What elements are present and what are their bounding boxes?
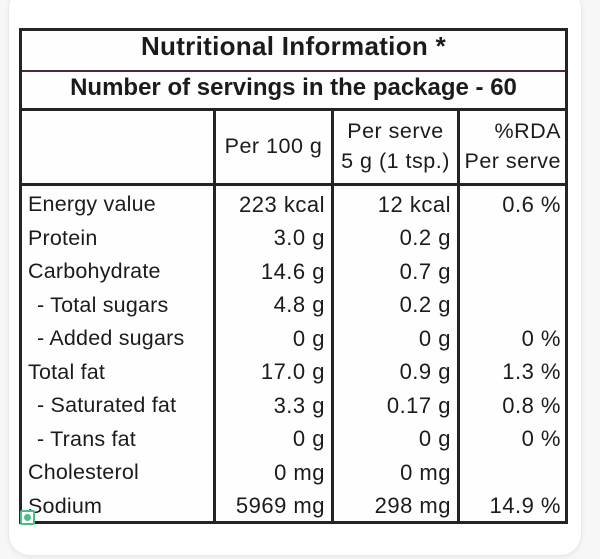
- vegetarian-dot-icon: [24, 514, 31, 521]
- row-per100: 223 kcal: [213, 186, 331, 220]
- row-rda: 0.6 %: [457, 186, 565, 220]
- row-serve: 0.9 g: [331, 353, 457, 387]
- servings-row: Number of servings in the package - 60: [22, 72, 565, 111]
- header-nutrient: [22, 111, 213, 183]
- table-body: Energy value 223 kcal 12 kcal 0.6 % Prot…: [22, 186, 565, 521]
- row-per100: 3.0 g: [213, 219, 331, 253]
- row-serve: 0 g: [331, 420, 457, 454]
- row-label: Protein: [28, 225, 98, 250]
- row-label: - Added sugars: [37, 326, 185, 351]
- row-label: Carbohydrate: [28, 259, 161, 284]
- row-serve: 298 mg: [331, 487, 457, 521]
- row-rda: 0.8 %: [457, 387, 565, 421]
- row-per100: 0 g: [213, 420, 331, 454]
- row-rda: 0 %: [457, 420, 565, 454]
- header-per-serve-line2: 5 g (1 tsp.): [341, 149, 450, 173]
- row-per100: 17.0 g: [213, 353, 331, 387]
- header-rda: %RDA Per serve: [457, 111, 565, 183]
- row-label: Energy value: [28, 192, 156, 217]
- row-per100: 0 g: [213, 320, 331, 354]
- header-rda-line1: %RDA: [494, 119, 561, 143]
- row-rda: [457, 253, 565, 287]
- header-per-serve-line1: Per serve: [347, 119, 444, 143]
- row-serve: 0.2 g: [331, 286, 457, 320]
- row-label: - Saturated fat: [37, 393, 177, 418]
- row-serve: 0.7 g: [331, 253, 457, 287]
- row-rda: [457, 219, 565, 253]
- table-title-row: Nutritional Information *: [22, 31, 565, 72]
- header-per-serve: Per serve 5 g (1 tsp.): [331, 111, 457, 183]
- row-rda: [457, 286, 565, 320]
- row-serve: 0.17 g: [331, 387, 457, 421]
- column-header-row: Per 100 g Per serve 5 g (1 tsp.) %RDA Pe…: [22, 111, 565, 186]
- row-rda: [457, 454, 565, 488]
- row-per100: 14.6 g: [213, 253, 331, 287]
- row-serve: 0.2 g: [331, 219, 457, 253]
- row-per100: 0 mg: [213, 454, 331, 488]
- vegetarian-mark-icon: [20, 510, 35, 525]
- table-title: Nutritional Information *: [140, 31, 447, 61]
- row-label: - Total sugars: [37, 292, 169, 317]
- header-rda-line2: Per serve: [464, 149, 561, 173]
- row-rda: 14.9 %: [457, 487, 565, 521]
- row-label: Cholesterol: [28, 460, 139, 485]
- header-per-100g: Per 100 g: [213, 111, 331, 183]
- row-serve: 0 mg: [331, 454, 457, 488]
- row-rda: 0 %: [457, 320, 565, 354]
- row-per100: 3.3 g: [213, 387, 331, 421]
- row-label: Total fat: [28, 359, 106, 384]
- row-label: - Trans fat: [37, 426, 136, 451]
- nutrition-table: Nutritional Information * Number of serv…: [19, 28, 568, 524]
- row-rda: 1.3 %: [457, 353, 565, 387]
- row-per100: 5969 mg: [213, 487, 331, 521]
- row-serve: 12 kcal: [331, 186, 457, 220]
- row-label: Sodium: [28, 493, 103, 518]
- row-serve: 0 g: [331, 320, 457, 354]
- header-per-100g-text: Per 100 g: [224, 134, 323, 158]
- servings-text: Number of servings in the package - 60: [70, 74, 517, 101]
- row-per100: 4.8 g: [213, 286, 331, 320]
